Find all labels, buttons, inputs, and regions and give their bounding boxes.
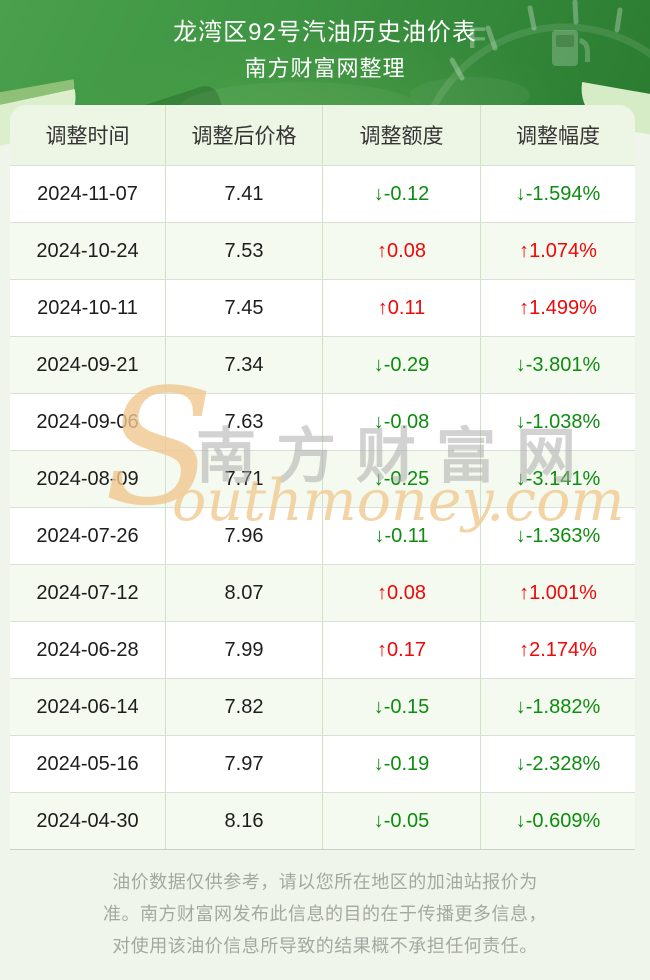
disclaimer-line: 准。南方财富网发布此信息的目的在于传播更多信息， xyxy=(103,904,547,924)
cell-date: 2024-06-28 xyxy=(10,622,166,678)
cell-percent: ↓-1.882% xyxy=(515,695,601,718)
cell-percent: ↓-0.609% xyxy=(515,809,601,832)
cell-change: ↑0.08 xyxy=(323,223,481,279)
cell-date: 2024-11-07 xyxy=(10,166,166,222)
disclaimer-line: 油价数据仅供参考，请以您所在地区的加油站报价为 xyxy=(112,872,538,892)
cell-date: 2024-10-24 xyxy=(10,223,166,279)
cell-price: 7.53 xyxy=(166,223,323,279)
cell-price: 7.34 xyxy=(166,337,323,393)
cell-change: ↓-0.15 xyxy=(323,679,481,735)
cell-date: 2024-07-26 xyxy=(10,508,166,564)
cell-percent: ↓-1.038% xyxy=(515,410,601,433)
table-row: 2024-09-21 7.34 ↓-0.29 ↓-3.801% xyxy=(10,336,635,393)
cell-percent: ↓-1.594% xyxy=(515,182,601,205)
cell-date: 2024-05-16 xyxy=(10,736,166,792)
cell-date: 2024-06-14 xyxy=(10,679,166,735)
cell-change: ↓-0.11 xyxy=(323,508,481,564)
cell-date: 2024-08-09 xyxy=(10,451,166,507)
cell-change: ↓-0.29 xyxy=(323,337,481,393)
table-body: 2024-11-07 7.41 ↓-0.12 ↓-1.594% 2024-10-… xyxy=(10,165,635,849)
cell-change: ↓-0.08 xyxy=(323,394,481,450)
oil-price-table: 调整时间 调整后价格 调整额度 调整幅度 2024-11-07 7.41 ↓-0… xyxy=(10,105,635,850)
cell-percent: ↓-3.141% xyxy=(515,467,601,490)
cell-change: ↓-0.12 xyxy=(323,166,481,222)
disclaimer-line: 对使用该油价信息所导致的结果概不承担任何责任。 xyxy=(112,936,538,956)
table-row: 2024-08-09 7.71 ↓-0.25 ↓-3.141% xyxy=(10,450,635,507)
table-row: 2024-09-06 7.63 ↓-0.08 ↓-1.038% xyxy=(10,393,635,450)
cell-price: 7.96 xyxy=(166,508,323,564)
cell-percent: ↑2.174% xyxy=(519,638,597,661)
cell-date: 2024-07-12 xyxy=(10,565,166,621)
table-row: 2024-07-12 8.07 ↑0.08 ↑1.001% xyxy=(10,564,635,621)
cell-percent: ↑1.001% xyxy=(519,581,597,604)
column-header-percent: 调整幅度 xyxy=(516,125,600,148)
table-row: 2024-04-30 8.16 ↓-0.05 ↓-0.609% xyxy=(10,792,635,849)
cell-date: 2024-10-11 xyxy=(10,280,166,336)
cell-price: 7.99 xyxy=(166,622,323,678)
cell-percent: ↑1.499% xyxy=(519,296,597,319)
disclaimer: 油价数据仅供参考，请以您所在地区的加油站报价为 准。南方财富网发布此信息的目的在… xyxy=(0,866,650,962)
table-header-row: 调整时间 调整后价格 调整额度 调整幅度 xyxy=(10,105,635,165)
column-header-change: 调整额度 xyxy=(323,105,481,165)
cell-change: ↓-0.25 xyxy=(323,451,481,507)
cell-price: 7.82 xyxy=(166,679,323,735)
cell-price: 7.97 xyxy=(166,736,323,792)
cell-price: 7.41 xyxy=(166,166,323,222)
cell-percent: ↓-3.801% xyxy=(515,353,601,376)
table-row: 2024-11-07 7.41 ↓-0.12 ↓-1.594% xyxy=(10,165,635,222)
cell-change: ↑0.17 xyxy=(323,622,481,678)
cell-date: 2024-04-30 xyxy=(10,793,166,849)
table-row: 2024-06-28 7.99 ↑0.17 ↑2.174% xyxy=(10,621,635,678)
table-row: 2024-05-16 7.97 ↓-0.19 ↓-2.328% xyxy=(10,735,635,792)
cell-price: 7.71 xyxy=(166,451,323,507)
cell-date: 2024-09-06 xyxy=(10,394,166,450)
page-title: 龙湾区92号汽油历史油价表 xyxy=(173,19,477,46)
cell-price: 7.45 xyxy=(166,280,323,336)
cell-date: 2024-09-21 xyxy=(10,337,166,393)
cell-percent: ↑1.074% xyxy=(519,239,597,262)
banner-background-art: F xyxy=(0,0,650,105)
cell-change: ↓-0.05 xyxy=(323,793,481,849)
fuel-gauge-icon: F xyxy=(430,0,650,105)
cell-price: 7.63 xyxy=(166,394,323,450)
cell-change: ↑0.08 xyxy=(323,565,481,621)
column-header-price: 调整后价格 xyxy=(166,105,323,165)
header-banner: F 龙湾区92号汽油历史油价表 南方财富网整理 xyxy=(0,0,650,105)
cell-percent: ↓-2.328% xyxy=(515,752,601,775)
page-subtitle: 南方财富网整理 xyxy=(244,56,406,81)
cell-price: 8.16 xyxy=(166,793,323,849)
cell-price: 8.07 xyxy=(166,565,323,621)
table-row: 2024-06-14 7.82 ↓-0.15 ↓-1.882% xyxy=(10,678,635,735)
table-row: 2024-10-24 7.53 ↑0.08 ↑1.074% xyxy=(10,222,635,279)
cell-change: ↓-0.19 xyxy=(323,736,481,792)
table-row: 2024-07-26 7.96 ↓-0.11 ↓-1.363% xyxy=(10,507,635,564)
table-row: 2024-10-11 7.45 ↑0.11 ↑1.499% xyxy=(10,279,635,336)
column-header-date: 调整时间 xyxy=(10,105,166,165)
cell-percent: ↓-1.363% xyxy=(515,524,601,547)
svg-text:F: F xyxy=(468,22,486,55)
cell-change: ↑0.11 xyxy=(323,280,481,336)
